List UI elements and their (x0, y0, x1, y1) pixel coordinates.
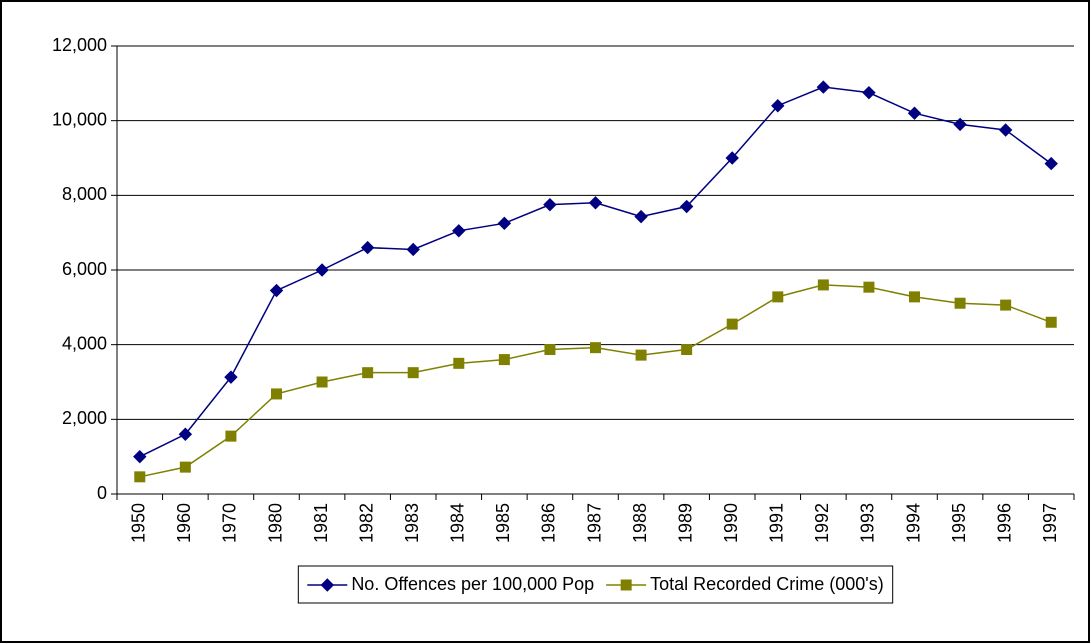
x-tick-label: 1980 (265, 503, 285, 543)
x-tick-label: 1989 (675, 503, 695, 543)
data-point (406, 242, 420, 257)
data-point (816, 80, 831, 94)
legend-marker (620, 579, 632, 591)
data-point (1044, 156, 1058, 171)
x-tick-label: 1985 (493, 503, 513, 543)
legend-marker (320, 578, 335, 592)
data-point (1000, 299, 1012, 311)
data-point (772, 291, 784, 303)
legend-box (297, 565, 894, 604)
x-tick-label: 1996 (994, 503, 1014, 543)
data-point (362, 367, 374, 379)
y-tick-label: 0 (97, 483, 107, 503)
x-tick-label: 1984 (448, 503, 468, 543)
data-point (635, 349, 647, 361)
data-point (360, 240, 375, 255)
data-point (225, 430, 237, 442)
data-point (224, 370, 238, 384)
x-tick-label: 1990 (721, 503, 741, 543)
x-tick-label: 1981 (311, 503, 331, 543)
data-point (771, 99, 785, 113)
data-point (497, 216, 512, 231)
x-tick-label: 1982 (356, 503, 376, 543)
x-tick-label: 1997 (1040, 503, 1060, 543)
x-tick-label: 1960 (174, 503, 194, 543)
legend-label: No. Offences per 100,000 Pop (351, 574, 594, 594)
data-point (909, 291, 920, 303)
y-tick-label: 4,000 (62, 333, 107, 353)
data-point (134, 471, 146, 483)
x-tick-label: 1993 (858, 503, 878, 543)
x-tick-label: 1988 (630, 503, 650, 543)
x-tick-label: 1994 (903, 503, 923, 543)
data-point (315, 263, 329, 277)
data-point (271, 388, 282, 400)
data-point (726, 318, 738, 330)
data-point (178, 427, 193, 441)
x-tick-label: 1991 (767, 503, 787, 543)
data-point (452, 224, 466, 238)
data-point (953, 117, 967, 132)
data-point (817, 279, 829, 291)
y-tick-label: 12,000 (52, 35, 107, 55)
data-point (681, 344, 693, 356)
data-point (590, 342, 601, 354)
legend: No. Offences per 100,000 Pop Total Record… (297, 565, 894, 604)
data-point (725, 151, 739, 165)
data-point (269, 283, 284, 298)
data-point (634, 209, 648, 224)
x-tick-label: 1983 (402, 503, 422, 543)
data-point (588, 196, 603, 210)
x-tick-label: 1992 (812, 503, 832, 543)
y-tick-label: 2,000 (62, 408, 107, 428)
data-point (1045, 316, 1057, 328)
data-point (544, 344, 556, 356)
data-point (679, 199, 694, 214)
data-point (954, 297, 966, 309)
data-point (453, 357, 465, 369)
data-point (998, 123, 1013, 137)
x-tick-label: 1950 (129, 503, 149, 543)
y-tick-label: 8,000 (62, 184, 107, 204)
x-tick-label: 1986 (539, 503, 559, 543)
data-point (543, 197, 557, 212)
x-tick-label: 1970 (220, 503, 240, 543)
y-tick-label: 6,000 (62, 259, 107, 279)
data-point (407, 367, 419, 379)
data-point (862, 85, 876, 100)
data-point (133, 449, 147, 464)
data-point (907, 106, 922, 120)
legend-label: Total Recorded Crime (000's) (650, 574, 884, 594)
data-point (179, 461, 191, 473)
x-tick-label: 1995 (949, 503, 969, 543)
data-point (863, 281, 875, 293)
data-point (316, 376, 328, 388)
data-point (498, 354, 510, 366)
x-tick-label: 1987 (584, 503, 604, 543)
y-tick-label: 10,000 (52, 109, 107, 129)
